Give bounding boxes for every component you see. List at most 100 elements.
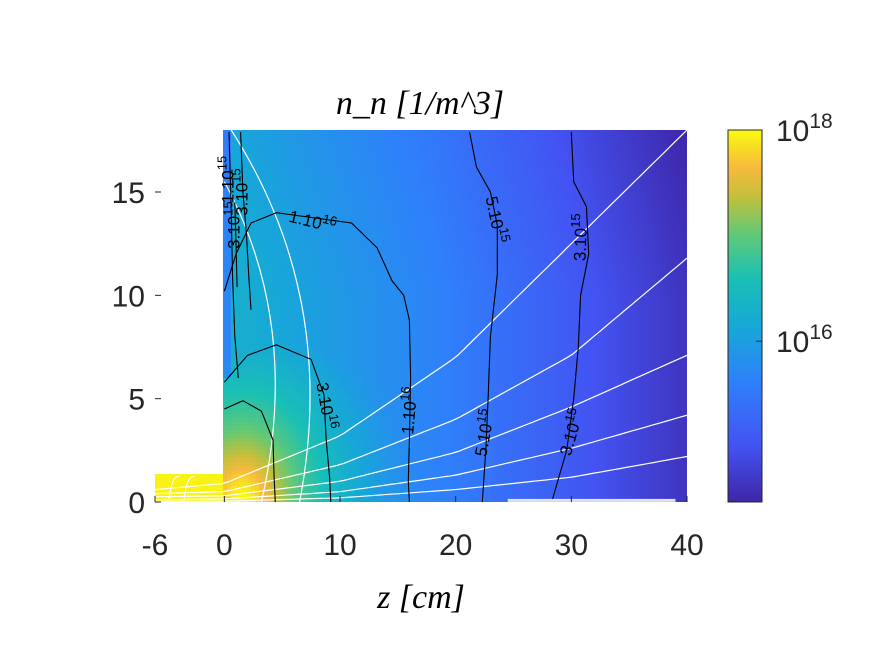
heatmap-cell — [383, 346, 388, 351]
heatmap-cell — [399, 150, 404, 155]
heatmap-cell — [231, 354, 236, 359]
heatmap-cell — [391, 406, 396, 411]
heatmap-cell — [395, 214, 400, 219]
heatmap-cell — [395, 150, 400, 155]
heatmap-cell — [283, 342, 288, 347]
heatmap-cell — [423, 194, 428, 199]
heatmap-cell — [363, 450, 368, 455]
heatmap-cell — [279, 190, 284, 195]
heatmap-cell — [319, 154, 324, 159]
heatmap-cell — [343, 274, 348, 279]
heatmap-cell — [371, 390, 376, 395]
heatmap-cell — [335, 162, 340, 167]
heatmap-cell — [391, 250, 396, 255]
heatmap-cell — [327, 326, 332, 331]
heatmap-cell — [399, 206, 404, 211]
heatmap-cell — [243, 446, 248, 451]
heatmap-cell — [315, 246, 320, 251]
heatmap-cell — [255, 142, 260, 147]
heatmap-cell — [347, 166, 352, 171]
heatmap-cell — [315, 226, 320, 231]
heatmap-cell — [359, 150, 364, 155]
heatmap-cell — [359, 330, 364, 335]
heatmap-cell — [311, 394, 316, 399]
heatmap-cell — [415, 250, 420, 255]
heatmap-cell — [279, 214, 284, 219]
heatmap-cell — [251, 150, 256, 155]
heatmap-cell — [291, 434, 296, 439]
heatmap-cell — [343, 322, 348, 327]
heatmap-cell — [411, 330, 416, 335]
heatmap-cell — [347, 450, 352, 455]
heatmap-cell — [331, 206, 336, 211]
heatmap-cell — [339, 158, 344, 163]
heatmap-cell — [299, 410, 304, 415]
heatmap-cell — [427, 466, 432, 471]
heatmap-cell — [359, 466, 364, 471]
heatmap-cell — [227, 238, 232, 243]
heatmap-cell — [403, 482, 408, 487]
heatmap-cell — [331, 318, 336, 323]
heatmap-cell — [375, 486, 380, 491]
heatmap-cell — [383, 462, 388, 467]
heatmap-cell — [279, 302, 284, 307]
heatmap-cell — [383, 162, 388, 167]
heatmap-cell — [311, 290, 316, 295]
heatmap-cell — [335, 382, 340, 387]
heatmap-cell — [363, 166, 368, 171]
heatmap-cell — [375, 394, 380, 399]
heatmap-cell — [235, 194, 240, 199]
heatmap-cell — [427, 370, 432, 375]
heatmap-cell — [239, 246, 244, 251]
heatmap-cell — [311, 162, 316, 167]
heatmap-cell — [363, 418, 368, 423]
heatmap-cell — [283, 202, 288, 207]
heatmap-cell — [331, 190, 336, 195]
heatmap-cell — [239, 442, 244, 447]
heatmap-cell — [339, 194, 344, 199]
heatmap-cell — [299, 130, 304, 135]
heatmap-cell — [267, 150, 272, 155]
heatmap-cell — [255, 286, 260, 291]
heatmap-cell — [307, 198, 312, 203]
heatmap-cell — [399, 210, 404, 215]
heatmap-cell — [327, 214, 332, 219]
heatmap-cell — [279, 462, 284, 467]
heatmap-cell — [235, 394, 240, 399]
heatmap-cell — [383, 458, 388, 463]
heatmap-cell — [363, 282, 368, 287]
heatmap-cell — [371, 190, 376, 195]
heatmap-cell — [383, 142, 388, 147]
heatmap-cell — [315, 222, 320, 227]
heatmap-cell — [279, 430, 284, 435]
heatmap-cell — [415, 134, 420, 139]
heatmap-cell — [431, 146, 436, 151]
heatmap-cell — [323, 470, 328, 475]
heatmap-cell — [191, 482, 196, 487]
heatmap-cell — [287, 310, 292, 315]
heatmap-cell — [427, 198, 432, 203]
heatmap-cell — [299, 426, 304, 431]
heatmap-cell — [379, 338, 384, 343]
heatmap-cell — [375, 162, 380, 167]
heatmap-cell — [263, 242, 268, 247]
heatmap-cell — [255, 226, 260, 231]
heatmap-cell — [379, 342, 384, 347]
heatmap-cell — [427, 498, 432, 502]
heatmap-cell — [275, 246, 280, 251]
heatmap-cell — [255, 310, 260, 315]
heatmap-cell — [259, 354, 264, 359]
heatmap-cell — [403, 214, 408, 219]
heatmap-cell — [415, 454, 420, 459]
heatmap-cell — [399, 322, 404, 327]
heatmap-cell — [315, 142, 320, 147]
heatmap-cell — [395, 398, 400, 403]
heatmap-cell — [259, 154, 264, 159]
heatmap-cell — [231, 158, 236, 163]
heatmap-cell — [351, 342, 356, 347]
heatmap-cell — [347, 406, 352, 411]
heatmap-cell — [403, 138, 408, 143]
heatmap-cell — [247, 486, 252, 491]
heatmap-cell — [243, 198, 248, 203]
heatmap-cell — [331, 134, 336, 139]
